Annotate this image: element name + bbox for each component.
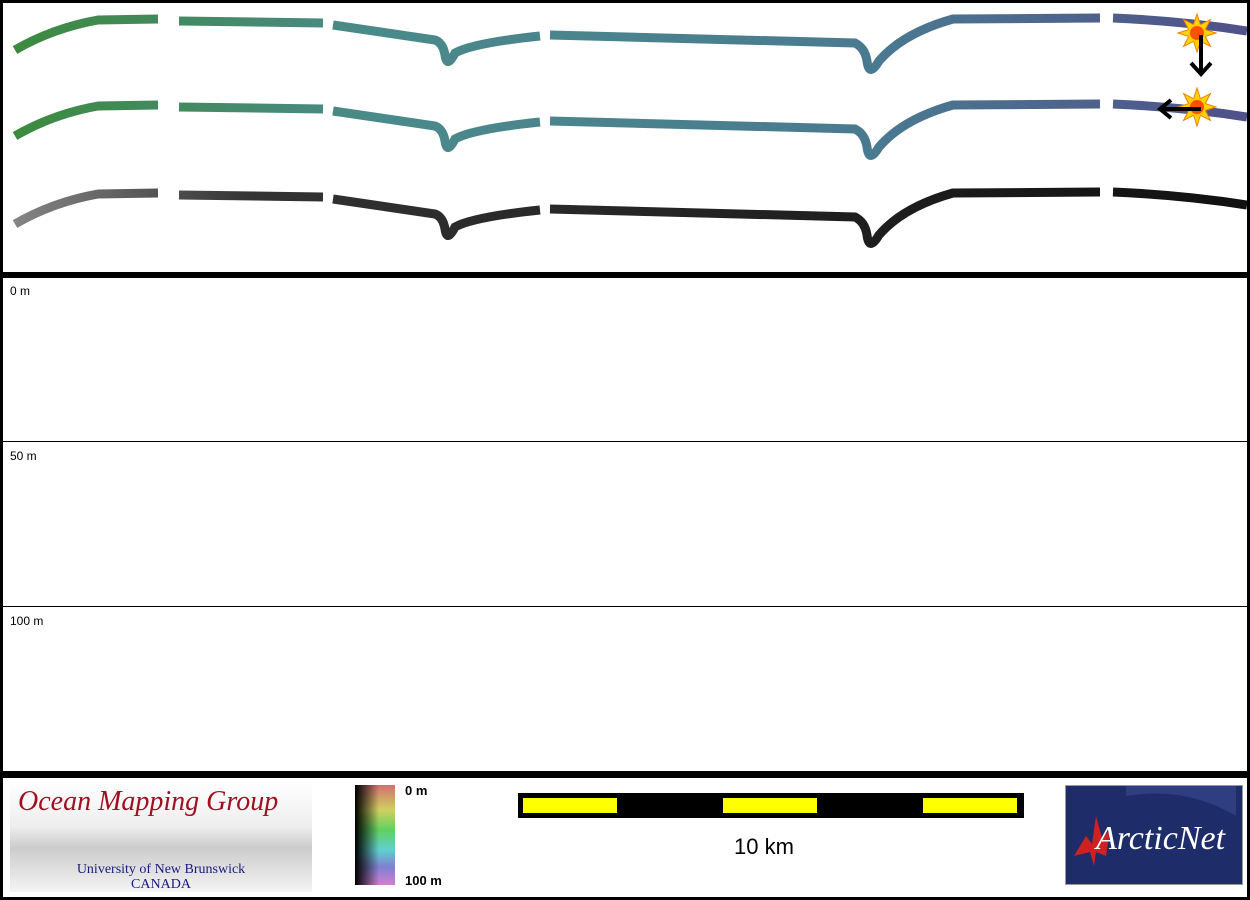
track-line-3 [12, 187, 1248, 248]
track-line-2 [12, 99, 1248, 160]
depth-band: 100 m [3, 608, 1247, 772]
track-segment [12, 14, 159, 54]
track-segment [1112, 187, 1248, 210]
arcticnet-text: ArcticNet [1096, 820, 1226, 857]
arrow-down-icon [1189, 35, 1213, 77]
depth-label: 50 m [10, 449, 37, 463]
track-line-1 [12, 13, 1248, 74]
track-segment [12, 100, 159, 140]
colorbar-top-label: 0 m [405, 783, 428, 798]
survey-tracks [12, 12, 1248, 248]
depth-colorbar [355, 785, 395, 885]
legend-panel: Ocean Mapping Group University of New Br… [3, 778, 1247, 897]
track-segment [549, 99, 1101, 160]
depth-label: 0 m [10, 284, 31, 298]
sun-icon[interactable] [1176, 12, 1218, 54]
colorbar-bottom-label: 100 m [405, 873, 442, 888]
scale-label: 10 km [734, 834, 794, 859]
scale-bar [518, 793, 1024, 818]
track-segment [1112, 13, 1248, 36]
org-country: CANADA [131, 877, 191, 892]
track-segment [549, 187, 1101, 248]
org-title: Ocean Mapping Group [18, 786, 279, 817]
track-segment [178, 102, 324, 114]
track-segment [332, 106, 541, 152]
track-overview-panel[interactable] [3, 3, 1248, 272]
track-segment [332, 194, 541, 240]
depth-label: 100 m [10, 614, 44, 628]
depth-band: 50 m [3, 443, 1247, 607]
depth-band: 0 m [3, 278, 1247, 442]
org-university: University of New Brunswick [76, 862, 246, 877]
track-segment [12, 188, 159, 228]
arrow-left-icon [1156, 98, 1201, 120]
ocean-mapping-group-logo: Ocean Mapping Group University of New Br… [10, 782, 312, 892]
arcticnet-logo: ArcticNet [1065, 785, 1243, 885]
track-segment [332, 20, 541, 66]
track-segment [549, 13, 1101, 74]
depth-profile-panel[interactable]: 0 m 50 m 100 m [3, 278, 1247, 771]
track-segment [178, 16, 324, 28]
track-segment [178, 190, 324, 202]
